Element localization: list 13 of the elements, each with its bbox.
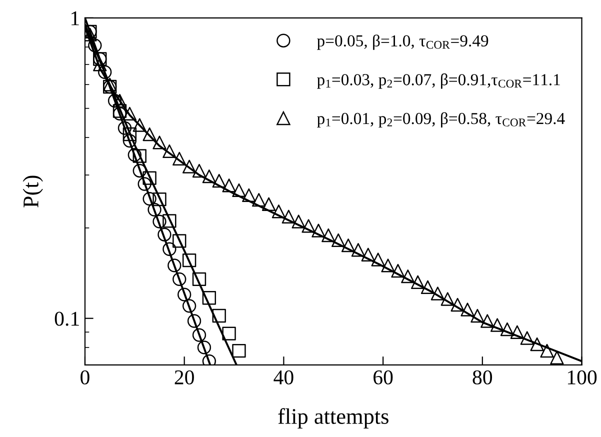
y-tick-label: 0.1 bbox=[54, 312, 79, 326]
x-axis-title: flip attempts bbox=[278, 408, 388, 428]
y-axis-title: P(t) bbox=[22, 176, 43, 208]
x-tick-label: 80 bbox=[472, 370, 492, 384]
legend-label: p=0.05, β=1.0, τ$_{COR}$=9.49 bbox=[317, 34, 488, 50]
x-tick-label: 60 bbox=[374, 370, 393, 384]
x-tick-label: 40 bbox=[274, 370, 294, 384]
legend-label: p$_{1}$=0.01, p$_{2}$=0.09, β=0.58, τ$_{COR}$=29.4 bbox=[317, 112, 565, 128]
legend-label: p$_{1}$=0.03, p$_{2}$=0.07, β=0.91,τ$_{COR}$=11.1 bbox=[317, 73, 560, 89]
x-tick-label: 100 bbox=[568, 370, 597, 384]
x-tick-label: 0 bbox=[80, 370, 90, 384]
y-tick-label: 1 bbox=[72, 11, 79, 26]
x-tick-label: 20 bbox=[174, 370, 194, 384]
